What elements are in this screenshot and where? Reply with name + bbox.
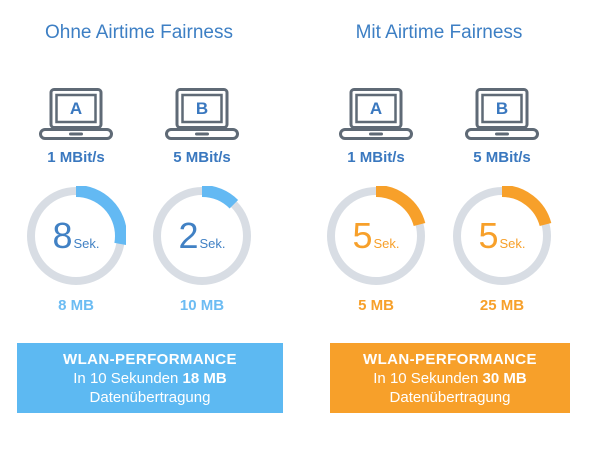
device-letter: B [195,98,209,118]
summary-line2-value: 30 MB [482,370,527,387]
summary-line2-prefix: In 10 Sekunden [73,370,179,387]
panel-title: Mit Airtime Fairness [355,22,523,43]
device-column-a: A 1 MBit/s 8 Sek. [13,88,139,314]
transferred-label: 5 MB [358,297,394,314]
summary-line2-prefix: In 10 Sekunden [373,370,479,387]
seconds-value: 8 [52,215,73,256]
device-column-b: B 5 MBit/s 2 Sek. [139,88,265,314]
donut-center-text: 5 Sek. [326,186,426,286]
device-speed-label: 5 MBit/s [173,149,231,166]
device-speed-label: 1 MBit/s [47,149,105,166]
panel-with-airtime-fairness: Mit Airtime Fairness A 1 MBit/s [300,0,600,450]
laptop-icon-art [465,88,539,140]
donut-center-text: 8 Sek. [26,186,126,286]
seconds-value: 2 [178,215,199,256]
laptop-icon: B [465,88,539,142]
seconds-unit: Sek. [373,235,400,251]
laptop-icon-art [39,88,113,140]
summary-line2: In 10 Sekunden 18 MB [17,369,283,388]
device-speed-label: 5 MBit/s [473,149,531,166]
seconds-unit: Sek. [199,235,226,251]
summary-line3: Datenübertragung [89,389,211,406]
device-column-b: B 5 MBit/s 5 Sek. [439,88,565,314]
panel-without-airtime-fairness: Ohne Airtime Fairness A 1 MBit/s [13,22,283,413]
seconds-value: 5 [478,215,499,256]
summary-line3: Datenübertragung [389,389,511,406]
device-columns: A 1 MBit/s 5 Sek. [313,88,565,314]
device-speed-label: 1 MBit/s [347,149,405,166]
laptop-icon: A [339,88,413,142]
transferred-label: 25 MB [479,297,525,314]
laptop-icon-art [339,88,413,140]
device-letter: B [495,98,509,118]
donut-gauge: 5 Sek. [452,186,552,286]
summary-line2-value: 18 MB [182,370,227,387]
donut-gauge: 8 Sek. [26,186,126,286]
donut-gauge-art [26,186,126,286]
panel-title: Ohne Airtime Fairness [45,22,233,43]
donut-center-text: 2 Sek. [152,186,252,286]
donut-center-text: 5 Sek. [452,186,552,286]
device-letter: A [369,98,383,118]
summary-heading: WLAN-PERFORMANCE [363,351,537,368]
laptop-icon: A [39,88,113,142]
device-letter: A [69,98,83,118]
donut-gauge-art [326,186,426,286]
summary-heading: WLAN-PERFORMANCE [63,351,237,368]
laptop-icon-art [165,88,239,140]
summary-line2: In 10 Sekunden 30 MB [330,369,570,388]
donut-gauge: 5 Sek. [326,186,426,286]
performance-summary-box: WLAN-PERFORMANCE In 10 Sekunden 30 MB Da… [330,343,570,413]
donut-gauge-art [452,186,552,286]
transferred-label: 10 MB [179,297,225,314]
donut-gauge: 2 Sek. [152,186,252,286]
performance-summary-box: WLAN-PERFORMANCE In 10 Sekunden 18 MB Da… [17,343,283,413]
device-column-a: A 1 MBit/s 5 Sek. [313,88,439,314]
device-columns: A 1 MBit/s 8 Sek. [13,88,265,314]
donut-gauge-art [152,186,252,286]
seconds-unit: Sek. [499,235,526,251]
seconds-unit: Sek. [73,235,100,251]
laptop-icon: B [165,88,239,142]
transferred-label: 8 MB [58,297,94,314]
seconds-value: 5 [352,215,373,256]
